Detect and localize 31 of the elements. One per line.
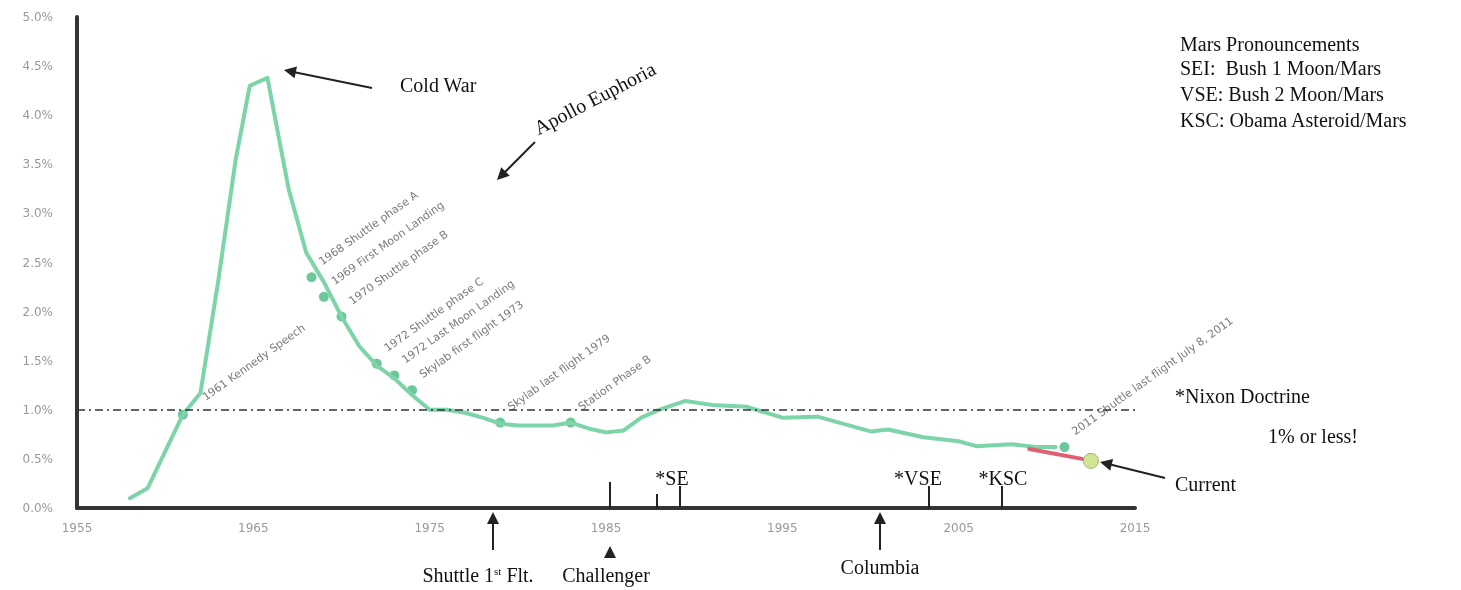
y-tick-label: 2.5% <box>22 255 53 270</box>
y-tick-label: 0.0% <box>22 501 53 515</box>
x-tick-label: 2015 <box>1119 521 1151 535</box>
y-tick-label: 1.5% <box>22 353 53 368</box>
y-tick-label: 2.0% <box>22 304 53 319</box>
text: Current <box>1175 473 1237 495</box>
y-tick-label: 3.5% <box>22 157 53 172</box>
x-tick-label: 1985 <box>590 521 622 535</box>
annotation: *VSE <box>894 467 942 489</box>
text: 1% or less! <box>1268 425 1358 447</box>
text: Mars Pronouncements <box>1180 33 1360 55</box>
text: KSC: Obama Asteroid/Mars <box>1180 109 1407 131</box>
x-tick-label: 1965 <box>238 521 269 535</box>
y-tick-label: 1.0% <box>22 402 53 417</box>
y-tick-label: 3.0% <box>22 206 53 221</box>
text: SEI: Bush 1 Moon/Mars <box>1180 57 1382 79</box>
x-tick-label: 1955 <box>61 521 93 535</box>
annotation: *SE <box>655 467 689 489</box>
ref-line-label: *Nixon Doctrine <box>1175 384 1311 407</box>
y-tick-label: 0.5% <box>22 451 53 466</box>
annotation: *KSC <box>978 467 1028 489</box>
y-tick-label: 5.0% <box>22 10 53 24</box>
annotation: Cold War <box>400 74 477 96</box>
y-tick-label: 4.0% <box>22 108 53 123</box>
x-tick-label: 1995 <box>767 521 798 535</box>
x-tick-label: 2005 <box>943 521 974 535</box>
text: Challenger <box>562 564 651 587</box>
y-tick-label: 4.5% <box>22 59 53 74</box>
text: VSE: Bush 2 Moon/Mars <box>1180 83 1385 105</box>
x-tick-label: 1975 <box>414 521 445 535</box>
text: Columbia <box>840 556 920 578</box>
